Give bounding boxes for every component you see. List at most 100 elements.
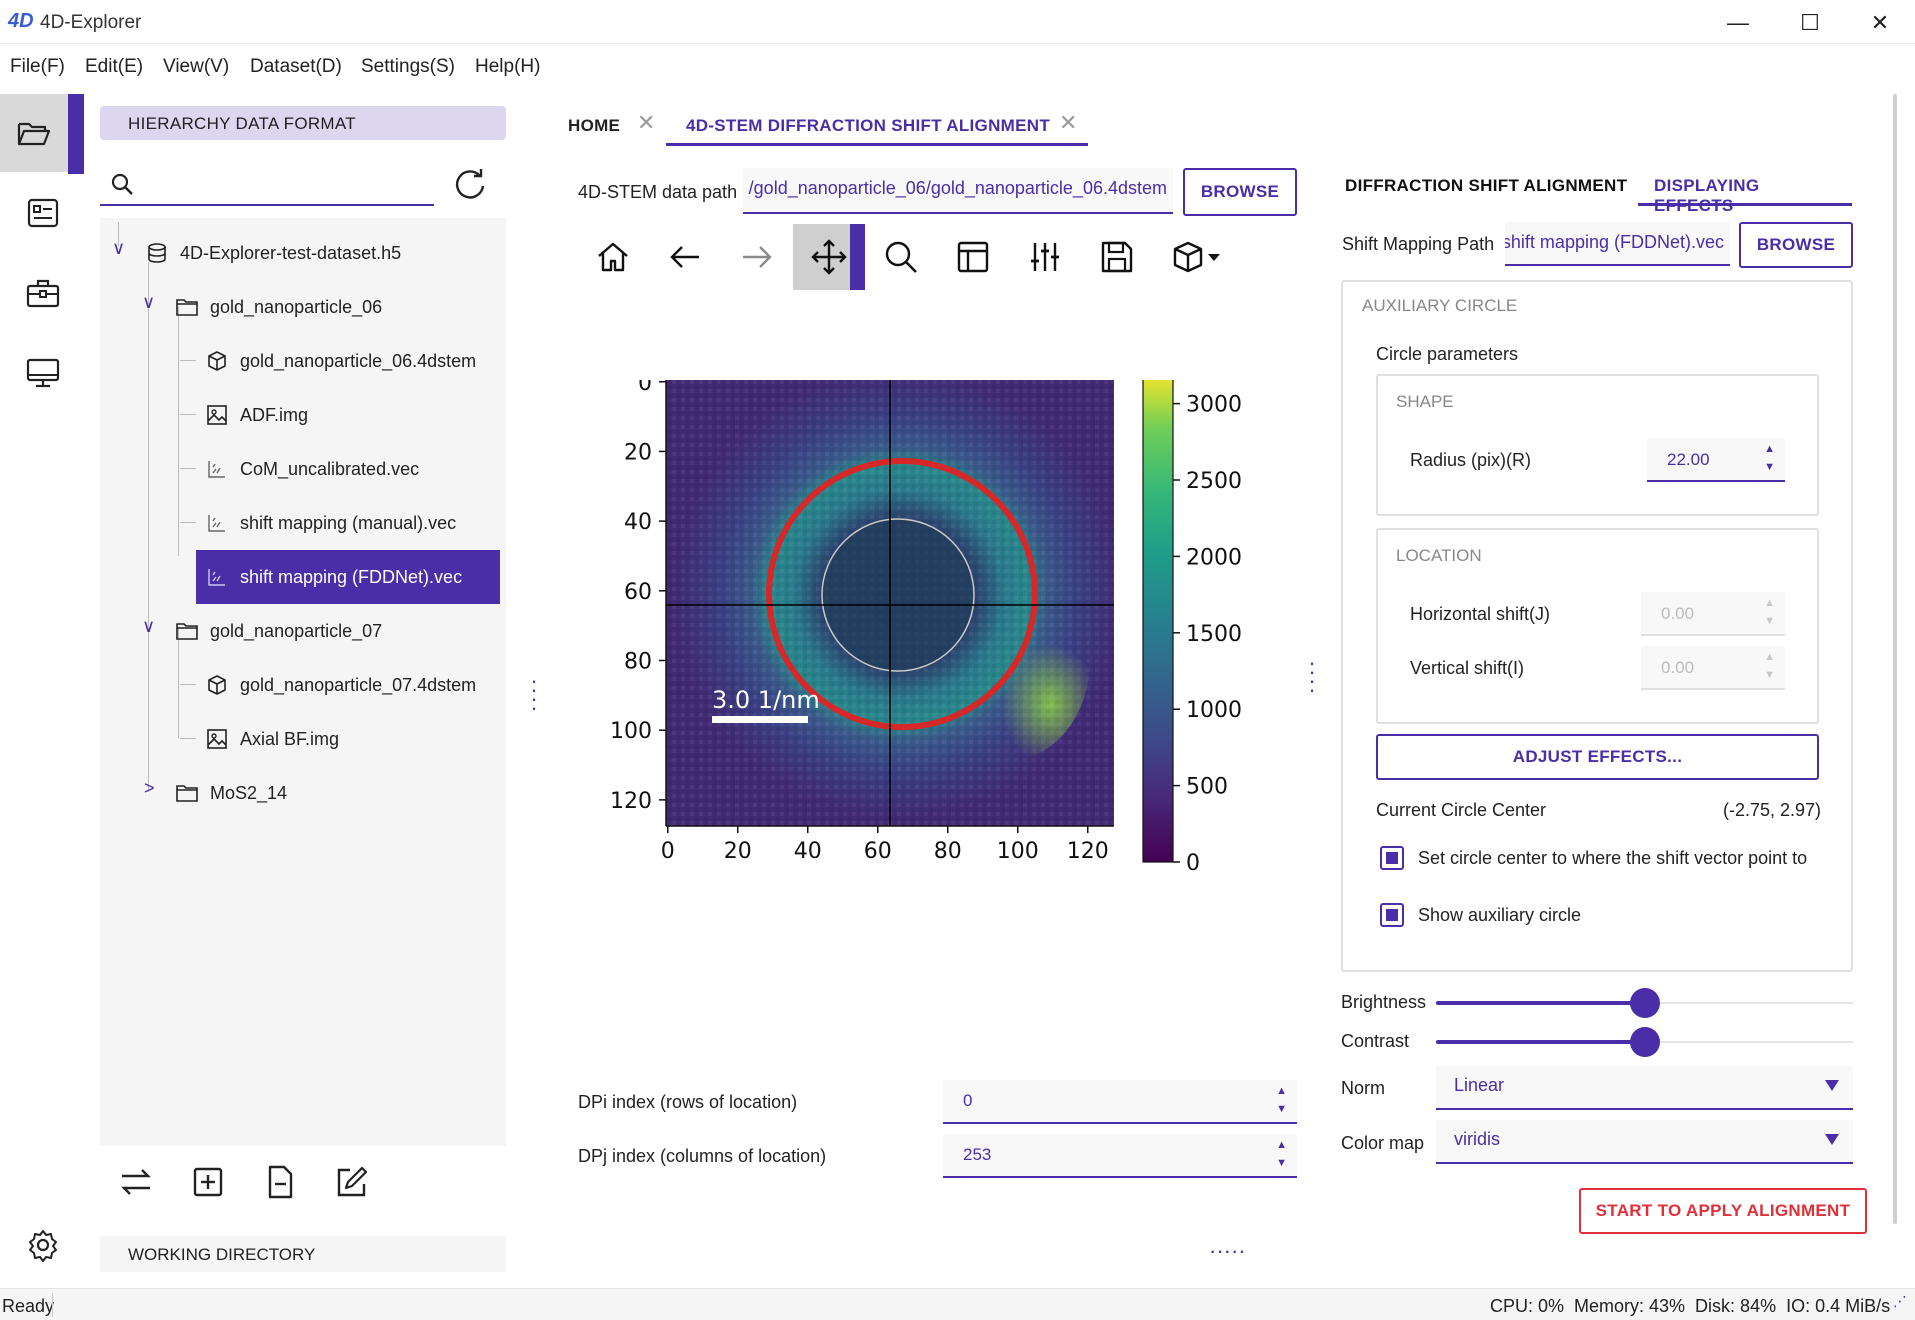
remove-file-button[interactable] [262, 1164, 298, 1200]
toolbar-adjust-button[interactable] [1013, 224, 1077, 290]
tree-line [118, 222, 119, 246]
contrast-label: Contrast [1341, 1031, 1410, 1051]
toolbox-icon [26, 279, 59, 308]
dpi-spinbox[interactable]: 0 ▲ ▼ [943, 1080, 1297, 1124]
tree-line [148, 262, 149, 792]
norm-select[interactable]: Linear [1436, 1066, 1853, 1110]
tab-displaying-effects[interactable]: DISPLAYING EFFECTS [1638, 166, 1852, 215]
spin-arrows-icon[interactable]: ▲ ▼ [1764, 443, 1775, 473]
title-bar: 4D 4D-Explorer — ☐ ✕ [0, 0, 1915, 44]
menu-file[interactable]: File(F) [10, 56, 65, 77]
y-tick-label: 40 [624, 510, 652, 535]
tree-item-folder[interactable]: gold_nanoparticle_07 [174, 604, 494, 658]
tree-item-file[interactable]: shift mapping (manual).vec [204, 496, 494, 550]
adjust-effects-button[interactable]: ADJUST EFFECTS... [1376, 734, 1819, 780]
tree-item-file[interactable]: gold_nanoparticle_06.4dstem [204, 334, 494, 388]
close-button[interactable]: ✕ [1852, 6, 1908, 40]
home-icon [598, 242, 628, 272]
dpi-value: 0 [963, 1091, 973, 1110]
bottom-splitter-handle[interactable]: ····· [1209, 1238, 1246, 1263]
edit-button[interactable] [334, 1164, 370, 1200]
settings-button[interactable] [0, 1206, 85, 1284]
spin-arrows-icon[interactable]: ▲ ▼ [1276, 1139, 1287, 1169]
status-text: Ready [2, 1296, 55, 1316]
colorbar-tick-label: 1500 [1186, 622, 1242, 647]
sliders-icon [1031, 243, 1059, 271]
activity-info-button[interactable] [0, 174, 85, 252]
toolbar-3d-dropdown-button[interactable] [1163, 224, 1233, 290]
dpj-spinbox[interactable]: 253 ▲ ▼ [943, 1134, 1297, 1178]
y-tick-label: 0 [638, 380, 652, 396]
minimize-button[interactable]: — [1710, 6, 1766, 40]
tree-item-file-selected[interactable]: shift mapping (FDDNet).vec [196, 550, 500, 604]
spin-arrows-icon: ▲ ▼ [1764, 651, 1775, 681]
x-tick-label: 40 [794, 839, 822, 864]
toolbar-home-button[interactable] [581, 224, 645, 290]
toolbar-subplots-button[interactable] [941, 224, 1005, 290]
menu-view[interactable]: View(V) [163, 56, 230, 77]
vector-icon [204, 564, 230, 590]
show-auxiliary-circle-checkbox[interactable] [1380, 903, 1404, 927]
toolbar-back-button[interactable] [653, 224, 717, 290]
set-circle-center-checkbox[interactable] [1380, 846, 1404, 870]
resize-grip-icon[interactable]: ⋰ [1893, 1293, 1907, 1309]
start-apply-alignment-button[interactable]: START TO APPLY ALIGNMENT [1579, 1188, 1867, 1234]
menu-edit[interactable]: Edit(E) [85, 56, 144, 77]
tree-item-file[interactable]: CoM_uncalibrated.vec [204, 442, 494, 496]
activity-monitor-button[interactable] [0, 334, 85, 412]
data-path-input[interactable]: /gold_nanoparticle_06/gold_nanoparticle_… [743, 168, 1173, 214]
y-tick-label: 100 [610, 719, 652, 744]
browse-shift-button[interactable]: BROWSE [1739, 222, 1853, 268]
menu-settings[interactable]: Settings(S) [361, 56, 455, 77]
brightness-slider[interactable] [1436, 988, 1853, 1018]
color-map-select[interactable]: viridis [1436, 1120, 1853, 1164]
shift-mapping-path-input[interactable]: shift mapping (FDDNet).vec [1505, 222, 1730, 266]
chevron-down-icon[interactable]: ∨ [142, 616, 156, 636]
toolbar-pan-button[interactable] [793, 224, 865, 290]
swap-button[interactable] [118, 1164, 154, 1200]
vertical-shift-label: Vertical shift(I) [1410, 658, 1525, 678]
tab-diffraction-shift-alignment[interactable]: DIFFRACTION SHIFT ALIGNMENT [1345, 176, 1628, 195]
toolbar-save-button[interactable] [1085, 224, 1149, 290]
tree-item-folder[interactable]: gold_nanoparticle_06 [174, 280, 494, 334]
right-splitter-handle[interactable]: · · · · [1308, 650, 1316, 702]
browse-data-button[interactable]: BROWSE [1183, 168, 1297, 216]
toolbar-zoom-button[interactable] [869, 224, 933, 290]
activity-toolbox-button[interactable] [0, 254, 85, 332]
chevron-down-icon[interactable]: ∨ [112, 238, 126, 258]
chevron-down-icon[interactable]: ∨ [142, 292, 156, 312]
spin-arrows-icon[interactable]: ▲ ▼ [1276, 1085, 1287, 1115]
tree-item-dataset[interactable]: 4D-Explorer-test-dataset.h5 [144, 226, 494, 280]
tree-item-file[interactable]: gold_nanoparticle_07.4dstem [204, 658, 494, 712]
contrast-slider[interactable] [1436, 1027, 1853, 1057]
toolbar-forward-button[interactable] [725, 224, 789, 290]
refresh-icon [455, 169, 485, 199]
tree-line [180, 360, 196, 361]
slider-handle[interactable] [1629, 988, 1660, 1018]
menu-dataset[interactable]: Dataset(D) [250, 56, 342, 77]
colorbar [1142, 380, 1174, 863]
tab-home-close-icon[interactable]: ✕ [637, 110, 656, 135]
card-list-icon [27, 198, 58, 228]
colorbar-ticks: 0 500 1000 1500 2000 2500 3000 [1173, 393, 1242, 876]
radius-spinbox[interactable]: 22.00 ▲ ▼ [1647, 438, 1785, 482]
x-tick-label: 120 [1067, 839, 1109, 864]
tab-shift-alignment-close-icon[interactable]: ✕ [1059, 110, 1078, 135]
left-splitter-handle[interactable]: · · · · [530, 668, 538, 720]
tree-item-folder[interactable]: MoS2_14 [174, 766, 494, 820]
slider-handle[interactable] [1629, 1027, 1660, 1057]
maximize-button[interactable]: ☐ [1782, 6, 1838, 40]
refresh-button[interactable] [450, 164, 490, 204]
add-file-button[interactable] [190, 1164, 226, 1200]
activity-files-button[interactable] [0, 94, 68, 172]
tree-item-file[interactable]: Axial BF.img [204, 712, 494, 766]
diffraction-plot[interactable]: 3.0 1/nm 0 20 40 60 80 100 120 0 20 40 60 80 100 120… [600, 380, 1280, 1000]
chevron-right-icon[interactable]: > [144, 778, 155, 798]
system-stats: CPU: 0% Memory: 43% Disk: 84% IO: 0.4 Mi… [1490, 1296, 1891, 1316]
tree-item-file[interactable]: ADF.img [204, 388, 494, 442]
menu-help[interactable]: Help(H) [475, 56, 541, 77]
vertical-scrollbar[interactable] [1893, 94, 1897, 1224]
tab-shift-alignment[interactable]: 4D-STEM DIFFRACTION SHIFT ALIGNMENT [666, 106, 1088, 146]
tab-home[interactable]: HOME [568, 106, 620, 146]
tree-search-input[interactable] [100, 162, 434, 206]
